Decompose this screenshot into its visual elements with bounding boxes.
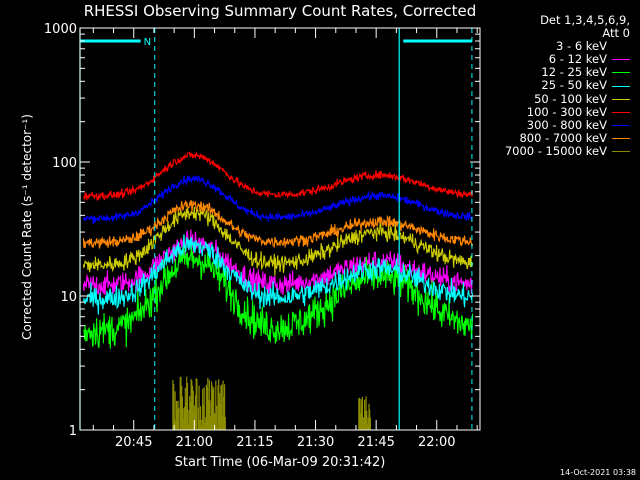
legend-label: 800 - 7000 keV <box>519 130 607 145</box>
legend-item: 800 - 7000 keV <box>480 130 632 145</box>
legend-swatch <box>612 85 630 87</box>
chart-title: RHESSI Observing Summary Count Rates, Co… <box>84 2 477 20</box>
x-axis-label: Start Time (06-Mar-09 20:31:42) <box>175 455 386 470</box>
legend-item: 300 - 800 keV <box>480 117 632 132</box>
legend-label: 6 - 12 keV <box>548 52 607 67</box>
legend-swatch <box>612 137 630 139</box>
legend-swatch <box>612 59 630 61</box>
series-line-3 <box>82 234 474 315</box>
series-line-8 <box>172 376 371 430</box>
legend-item: 50 - 100 keV <box>480 91 632 106</box>
x-tick-label: 21:45 <box>357 435 394 450</box>
legend-swatch <box>612 111 630 113</box>
plot-frame <box>79 27 481 431</box>
legend-swatch <box>612 46 630 48</box>
x-tick-label: 21:15 <box>236 435 273 450</box>
legend-label: 7000 - 15000 keV <box>504 143 607 158</box>
x-tick-label: 20:45 <box>115 435 152 450</box>
legend: Det 1,3,4,5,6,9, Att 0 3 - 6 keV 6 - 12 k… <box>480 13 632 158</box>
series-line-5 <box>82 150 474 201</box>
timestamp: 14-Oct-2021 03:38 <box>560 468 636 477</box>
legend-label: 3 - 6 keV <box>556 39 607 54</box>
x-tick-label: 22:00 <box>418 435 455 450</box>
legend-item: 100 - 300 keV <box>480 104 632 119</box>
legend-item: 3 - 6 keV <box>480 40 632 53</box>
legend-label: 100 - 300 keV <box>526 104 607 119</box>
legend-label: 300 - 800 keV <box>526 117 607 132</box>
legend-item: 7000 - 15000 keV <box>480 143 632 158</box>
series-line-2 <box>83 242 474 349</box>
y-tick-label: 100 <box>52 156 77 171</box>
legend-swatch <box>612 98 630 100</box>
legend-item: 25 - 50 keV <box>480 79 632 92</box>
legend-item: 12 - 25 keV <box>480 66 632 79</box>
legend-label: 12 - 25 keV <box>541 65 607 80</box>
series-line-0 <box>82 253 473 376</box>
legend-swatch <box>612 124 630 126</box>
x-tick-label: 21:00 <box>176 435 213 450</box>
series-line-4 <box>82 206 474 276</box>
attenuator-label: Att 0 <box>602 26 630 41</box>
legend-label: 50 - 100 keV <box>534 91 607 106</box>
y-tick-label: 1000 <box>44 22 77 37</box>
night-marker: N <box>144 37 151 48</box>
legend-swatch <box>612 150 630 152</box>
series-line-7 <box>82 199 474 249</box>
legend-item: 6 - 12 keV <box>480 53 632 66</box>
y-axis-label: Corrected Count Rate (s⁻¹ detector⁻¹) <box>20 114 34 340</box>
legend-label: 25 - 50 keV <box>541 78 607 93</box>
y-tick-label: 10 <box>60 290 77 305</box>
y-tick-label: 1 <box>69 424 77 439</box>
x-tick-label: 21:30 <box>297 435 334 450</box>
legend-swatch <box>612 72 630 74</box>
detectors-label: Det 1,3,4,5,6,9, <box>540 13 630 27</box>
series-line-6 <box>82 175 474 224</box>
